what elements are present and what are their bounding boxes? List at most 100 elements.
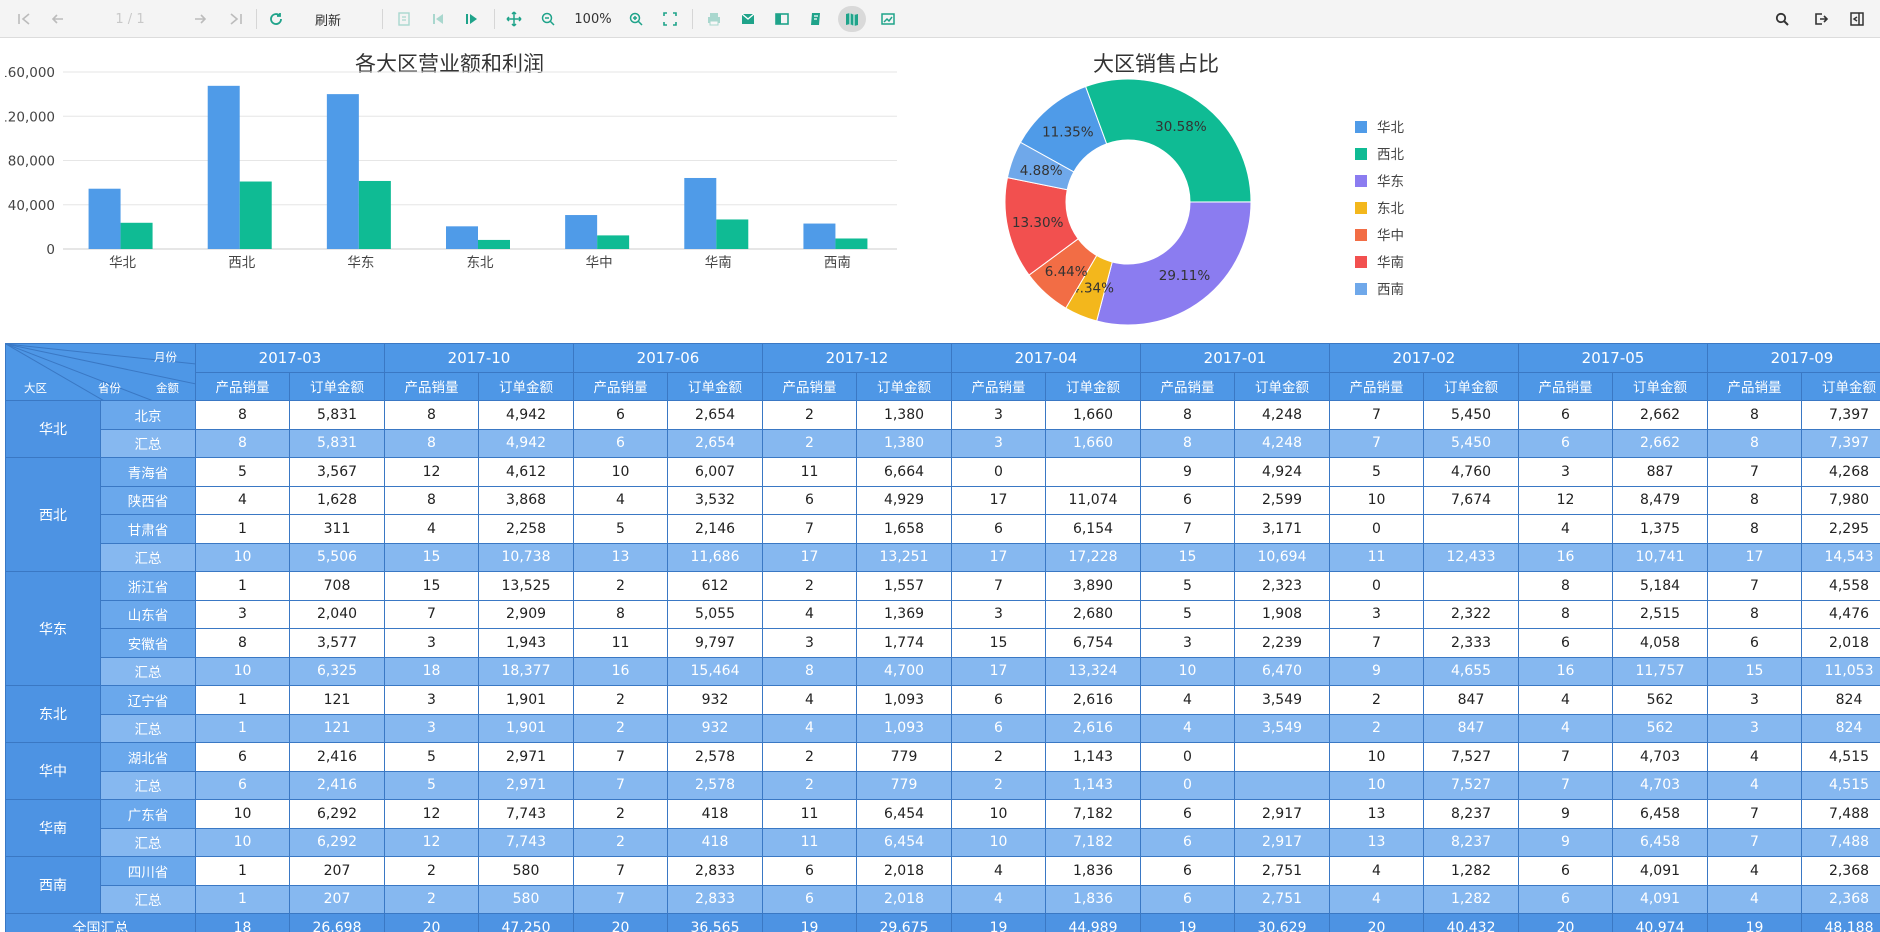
quantity-cell: 4 bbox=[384, 514, 479, 544]
quantity-cell: 5 bbox=[573, 514, 668, 544]
quantity-cell: 4 bbox=[951, 884, 1046, 914]
total-amount-cell: 30,629 bbox=[1234, 913, 1330, 932]
quantity-cell: 4 bbox=[951, 856, 1046, 886]
bookmark-icon[interactable] bbox=[804, 7, 828, 31]
quantity-cell: 3 bbox=[384, 713, 479, 743]
bar[interactable] bbox=[120, 222, 153, 249]
search-icon[interactable] bbox=[1770, 7, 1794, 31]
amount-cell: 2,515 bbox=[1612, 599, 1708, 629]
quantity-cell: 4 bbox=[762, 685, 857, 715]
province-cell: 山东省 bbox=[100, 599, 196, 629]
region-cell[interactable]: 华南 bbox=[5, 799, 101, 857]
quantity-cell: 6 bbox=[573, 400, 668, 430]
subtotal-row: 汇总 10 6,325 18 18,377 16 15,464 8 4,700 17 13,324 1… bbox=[6, 656, 1880, 686]
zoom-out-icon[interactable] bbox=[536, 7, 560, 31]
last-page-icon[interactable] bbox=[224, 7, 248, 31]
region-cell[interactable]: 华中 bbox=[5, 742, 101, 800]
legend-label[interactable]: 西南 bbox=[1377, 282, 1404, 298]
region-cell[interactable]: 东北 bbox=[5, 685, 101, 743]
legend-swatch[interactable] bbox=[1355, 283, 1367, 295]
amount-cell: 7,674 bbox=[1423, 485, 1519, 515]
amount-cell: 17,228 bbox=[1045, 542, 1141, 572]
bar[interactable] bbox=[326, 94, 359, 249]
legend-swatch[interactable] bbox=[1355, 202, 1367, 214]
bar[interactable] bbox=[239, 181, 272, 249]
zoom-level[interactable]: 100% bbox=[574, 11, 612, 27]
legend-swatch[interactable] bbox=[1355, 121, 1367, 133]
total-quantity-cell: 20 bbox=[384, 913, 479, 932]
legend-swatch[interactable] bbox=[1355, 148, 1367, 160]
bar[interactable] bbox=[684, 177, 717, 249]
bar[interactable] bbox=[565, 215, 598, 249]
quantity-cell: 4 bbox=[1518, 685, 1613, 715]
quantity-cell: 6 bbox=[573, 428, 668, 458]
legend-swatch[interactable] bbox=[1355, 229, 1367, 241]
chart-export-icon[interactable] bbox=[876, 7, 900, 31]
province-cell: 安徽省 bbox=[100, 628, 196, 658]
legend-swatch[interactable] bbox=[1355, 175, 1367, 187]
pan-icon[interactable] bbox=[502, 7, 526, 31]
legend-label[interactable]: 华东 bbox=[1377, 174, 1404, 190]
bar[interactable] bbox=[803, 223, 836, 249]
pie-slice[interactable] bbox=[1085, 78, 1252, 203]
legend-swatch[interactable] bbox=[1355, 256, 1367, 268]
amount-cell: 5,450 bbox=[1423, 428, 1519, 458]
step-back-icon[interactable] bbox=[426, 7, 450, 31]
bar[interactable] bbox=[446, 226, 478, 249]
amount-cell: 1,557 bbox=[856, 571, 952, 601]
next-page-icon[interactable] bbox=[188, 7, 212, 31]
legend-label[interactable]: 华中 bbox=[1377, 228, 1404, 244]
first-page-icon[interactable] bbox=[12, 7, 36, 31]
refresh-button[interactable]: 刷新 bbox=[314, 13, 341, 29]
bar[interactable] bbox=[597, 235, 630, 249]
x-tick-label: 西南 bbox=[824, 255, 851, 271]
region-cell[interactable]: 西北 bbox=[5, 457, 101, 572]
pie-slice[interactable] bbox=[1096, 201, 1252, 326]
quantity-cell: 6 bbox=[1140, 884, 1235, 914]
legend-label[interactable]: 东北 bbox=[1377, 201, 1405, 217]
bar[interactable] bbox=[478, 239, 510, 249]
amount-cell: 2,917 bbox=[1234, 827, 1330, 857]
quantity-cell: 8 bbox=[1707, 400, 1802, 430]
bar[interactable] bbox=[835, 238, 868, 249]
print-icon[interactable] bbox=[702, 7, 726, 31]
region-cell[interactable]: 华北 bbox=[5, 400, 101, 458]
bar[interactable] bbox=[88, 188, 121, 249]
email-icon[interactable] bbox=[736, 7, 760, 31]
previous-page-icon[interactable] bbox=[46, 7, 70, 31]
quantity-cell: 12 bbox=[384, 799, 479, 829]
quantity-cell: 17 bbox=[1707, 542, 1802, 572]
amount-header: 订单金额 bbox=[1801, 371, 1880, 401]
quantity-cell: 12 bbox=[1518, 485, 1613, 515]
legend-label[interactable]: 西北 bbox=[1377, 147, 1405, 163]
slice-label: 13.30% bbox=[1012, 215, 1064, 231]
export-icon[interactable] bbox=[392, 7, 416, 31]
region-cell[interactable]: 华东 bbox=[5, 571, 101, 686]
sidebar-toggle-icon[interactable] bbox=[1845, 7, 1869, 31]
amount-cell: 1,143 bbox=[1045, 770, 1141, 800]
amount-cell: 1,143 bbox=[1045, 742, 1141, 772]
quantity-cell: 2 bbox=[951, 770, 1046, 800]
legend-label[interactable]: 华北 bbox=[1377, 120, 1405, 136]
layout-icon[interactable] bbox=[770, 7, 794, 31]
amount-cell: 4,655 bbox=[1423, 656, 1519, 686]
amount-cell: 4,515 bbox=[1801, 742, 1880, 772]
amount-cell: 2,751 bbox=[1234, 884, 1330, 914]
region-cell[interactable]: 西南 bbox=[5, 856, 101, 914]
pie-slice[interactable] bbox=[1006, 141, 1075, 191]
zoom-in-icon[interactable] bbox=[624, 7, 648, 31]
amount-cell: 4,760 bbox=[1423, 457, 1519, 487]
quantity-cell: 6 bbox=[1140, 799, 1235, 829]
play-icon[interactable] bbox=[460, 7, 484, 31]
exit-icon[interactable] bbox=[1809, 7, 1833, 31]
month-header: 2017-06 bbox=[573, 343, 763, 373]
legend-label[interactable]: 华南 bbox=[1377, 255, 1404, 271]
map-view-icon[interactable] bbox=[838, 6, 866, 32]
quantity-cell: 8 bbox=[1707, 428, 1802, 458]
bar[interactable] bbox=[207, 85, 240, 249]
bar[interactable] bbox=[358, 180, 391, 249]
bar[interactable] bbox=[716, 219, 749, 249]
refresh-icon[interactable] bbox=[264, 7, 288, 31]
slice-label: 11.35% bbox=[1042, 125, 1094, 141]
fit-page-icon[interactable] bbox=[658, 7, 682, 31]
